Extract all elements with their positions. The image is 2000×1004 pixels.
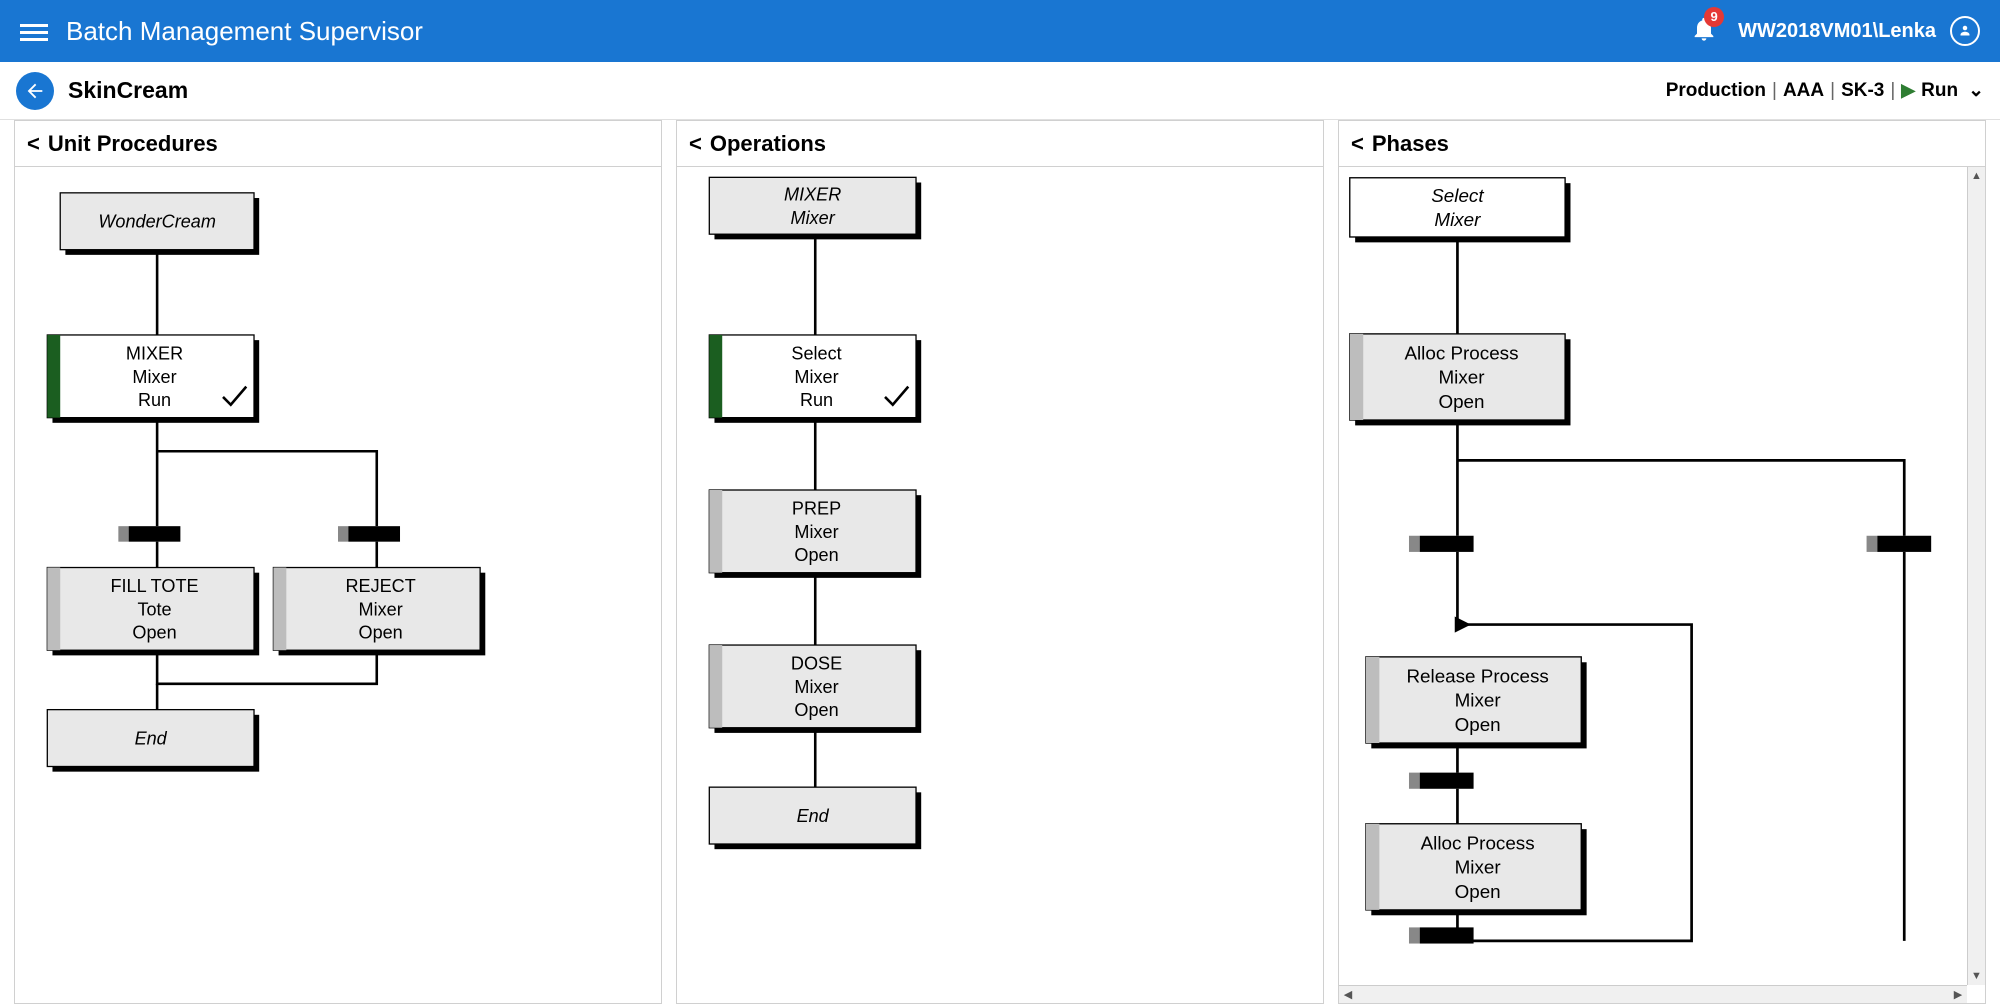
topbar: Batch Management Supervisor 9 WW2018VM01…: [0, 0, 2000, 62]
svg-text:Open: Open: [1455, 881, 1501, 902]
unit-procedures-diagram[interactable]: WonderCream MIXER Mixer Run FILL TOTE Tote Ope…: [15, 167, 661, 1003]
panel-body: Select Mixer Alloc Process Mixer Open Release…: [1339, 167, 1985, 1003]
svg-text:Open: Open: [1455, 714, 1501, 735]
svg-text:Select: Select: [1431, 185, 1484, 206]
app-title: Batch Management Supervisor: [66, 16, 1690, 47]
svg-text:Mixer: Mixer: [132, 367, 176, 387]
svg-text:Mixer: Mixer: [794, 522, 838, 542]
svg-text:Open: Open: [794, 545, 838, 565]
scroll-right-icon[interactable]: ▶: [1949, 986, 1967, 1003]
notifications-button[interactable]: 9: [1690, 15, 1718, 48]
panels-container: < Unit Procedures WonderCream MIXER Mixer R…: [0, 120, 2000, 1004]
panel-title: Phases: [1372, 131, 1449, 157]
panel-header: < Phases: [1339, 121, 1985, 167]
panel-operations: < Operations MIXER Mixer Select Mixer Run PRE…: [676, 120, 1324, 1004]
crumb-aaa[interactable]: AAA: [1783, 80, 1824, 102]
svg-text:PREP: PREP: [792, 499, 841, 519]
svg-text:Mixer: Mixer: [794, 677, 838, 697]
svg-text:Open: Open: [1438, 391, 1484, 412]
svg-text:MIXER: MIXER: [126, 344, 183, 364]
menu-icon[interactable]: [20, 20, 48, 42]
breadcrumb-separator: |: [1830, 80, 1835, 102]
svg-text:Run: Run: [138, 390, 171, 410]
scroll-left-icon[interactable]: ◀: [1339, 986, 1357, 1003]
breadcrumb-separator: |: [1772, 80, 1777, 102]
subheader: SkinCream Production | AAA | SK-3 | ▶ Ru…: [0, 62, 2000, 120]
crumb-sk3[interactable]: SK-3: [1841, 80, 1884, 102]
svg-text:Select: Select: [791, 344, 841, 364]
breadcrumb: Production | AAA | SK-3 | ▶ Run ⌄: [1666, 79, 1984, 102]
svg-text:Mixer: Mixer: [1434, 209, 1481, 230]
svg-text:Mixer: Mixer: [1455, 857, 1501, 878]
panel-unit-procedures: < Unit Procedures WonderCream MIXER Mixer R…: [14, 120, 662, 1004]
bell-icon: [1690, 30, 1718, 47]
collapse-icon[interactable]: <: [689, 131, 702, 157]
svg-text:Release Process: Release Process: [1406, 665, 1548, 686]
svg-text:REJECT: REJECT: [345, 576, 415, 596]
avatar-icon[interactable]: [1950, 16, 1980, 46]
svg-text:Mixer: Mixer: [359, 599, 403, 619]
vertical-scrollbar[interactable]: ▲ ▼: [1967, 167, 1985, 985]
svg-text:Alloc Process: Alloc Process: [1421, 832, 1535, 853]
svg-text:Mixer: Mixer: [1438, 367, 1484, 388]
breadcrumb-separator: |: [1890, 80, 1895, 102]
page-title: SkinCream: [68, 77, 1666, 104]
user-label[interactable]: WW2018VM01\Lenka: [1738, 20, 1936, 43]
status-label[interactable]: Run: [1921, 80, 1958, 102]
panel-header: < Unit Procedures: [15, 121, 661, 167]
notification-badge: 9: [1704, 7, 1724, 27]
panel-body: MIXER Mixer Select Mixer Run PREP Mixer Open DOS…: [677, 167, 1323, 1003]
svg-text:End: End: [797, 806, 830, 826]
scroll-up-icon[interactable]: ▲: [1968, 167, 1985, 185]
svg-text:Open: Open: [794, 700, 838, 720]
back-button[interactable]: [16, 72, 54, 110]
svg-text:DOSE: DOSE: [791, 654, 842, 674]
play-icon: ▶: [1901, 80, 1915, 101]
arrow-left-icon: [24, 80, 46, 102]
svg-text:WonderCream: WonderCream: [98, 212, 216, 232]
phases-diagram[interactable]: Select Mixer Alloc Process Mixer Open Release…: [1339, 167, 1985, 1003]
panel-phases: < Phases Select Mixer Alloc Process Mixer Op…: [1338, 120, 1986, 1004]
crumb-production[interactable]: Production: [1666, 80, 1766, 102]
panel-title: Unit Procedures: [48, 131, 218, 157]
operations-diagram[interactable]: MIXER Mixer Select Mixer Run PREP Mixer Open DOS…: [677, 167, 1323, 1003]
svg-text:End: End: [135, 729, 168, 749]
horizontal-scrollbar[interactable]: ◀ ▶: [1339, 985, 1967, 1003]
svg-text:Run: Run: [800, 390, 833, 410]
panel-title: Operations: [710, 131, 826, 157]
chevron-down-icon[interactable]: ⌄: [1968, 79, 1984, 102]
panel-header: < Operations: [677, 121, 1323, 167]
scroll-down-icon[interactable]: ▼: [1968, 967, 1985, 985]
svg-text:MIXER: MIXER: [784, 185, 841, 205]
svg-text:Mixer: Mixer: [1455, 690, 1501, 711]
collapse-icon[interactable]: <: [1351, 131, 1364, 157]
panel-body: WonderCream MIXER Mixer Run FILL TOTE Tote Ope…: [15, 167, 661, 1003]
svg-text:Mixer: Mixer: [791, 208, 836, 228]
svg-text:Open: Open: [132, 623, 176, 643]
svg-text:Mixer: Mixer: [794, 367, 838, 387]
svg-text:Open: Open: [359, 623, 403, 643]
svg-text:Tote: Tote: [137, 599, 171, 619]
collapse-icon[interactable]: <: [27, 131, 40, 157]
svg-text:Alloc Process: Alloc Process: [1404, 342, 1518, 363]
svg-text:FILL TOTE: FILL TOTE: [110, 576, 198, 596]
